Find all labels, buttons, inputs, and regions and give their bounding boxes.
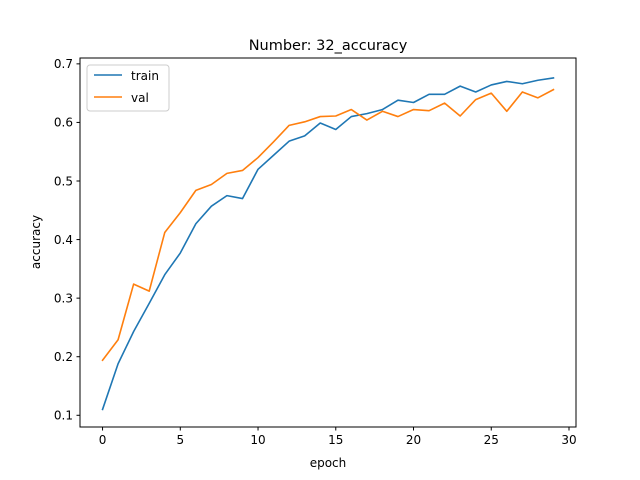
plot-area	[79, 57, 577, 428]
y-tick-label: 0.3	[54, 291, 73, 305]
y-tick-label: 0.5	[54, 174, 73, 188]
legend-val-label: val	[131, 91, 149, 105]
legend-train-label: train	[131, 69, 159, 83]
x-tick-label: 0	[99, 433, 107, 447]
y-tick-label: 0.6	[54, 116, 73, 130]
series-line-train	[101, 76, 555, 411]
x-tick-label: 15	[328, 433, 343, 447]
y-tick-label: 0.4	[54, 233, 73, 247]
x-tick-label: 10	[250, 433, 265, 447]
x-tick-label: 30	[561, 433, 576, 447]
series-line-val	[101, 88, 555, 362]
y-axis: 0.1 0.2 0.3 0.4 0.5 0.6 0.7	[54, 57, 80, 423]
y-axis-label: accuracy	[29, 215, 43, 269]
chart-title: Number: 32_accuracy	[249, 38, 408, 54]
x-tick-label: 25	[484, 433, 499, 447]
legend: train val	[86, 64, 170, 112]
legend-box	[86, 64, 170, 112]
x-axis: 0 5 10 15 20 25 30	[99, 427, 577, 447]
y-tick-label: 0.2	[54, 350, 73, 364]
series-layer	[101, 76, 555, 411]
x-tick-label: 5	[176, 433, 184, 447]
x-axis-label: epoch	[310, 456, 347, 470]
x-tick-label: 20	[406, 433, 421, 447]
y-tick-label: 0.7	[54, 57, 73, 71]
y-tick-label: 0.1	[54, 409, 73, 423]
